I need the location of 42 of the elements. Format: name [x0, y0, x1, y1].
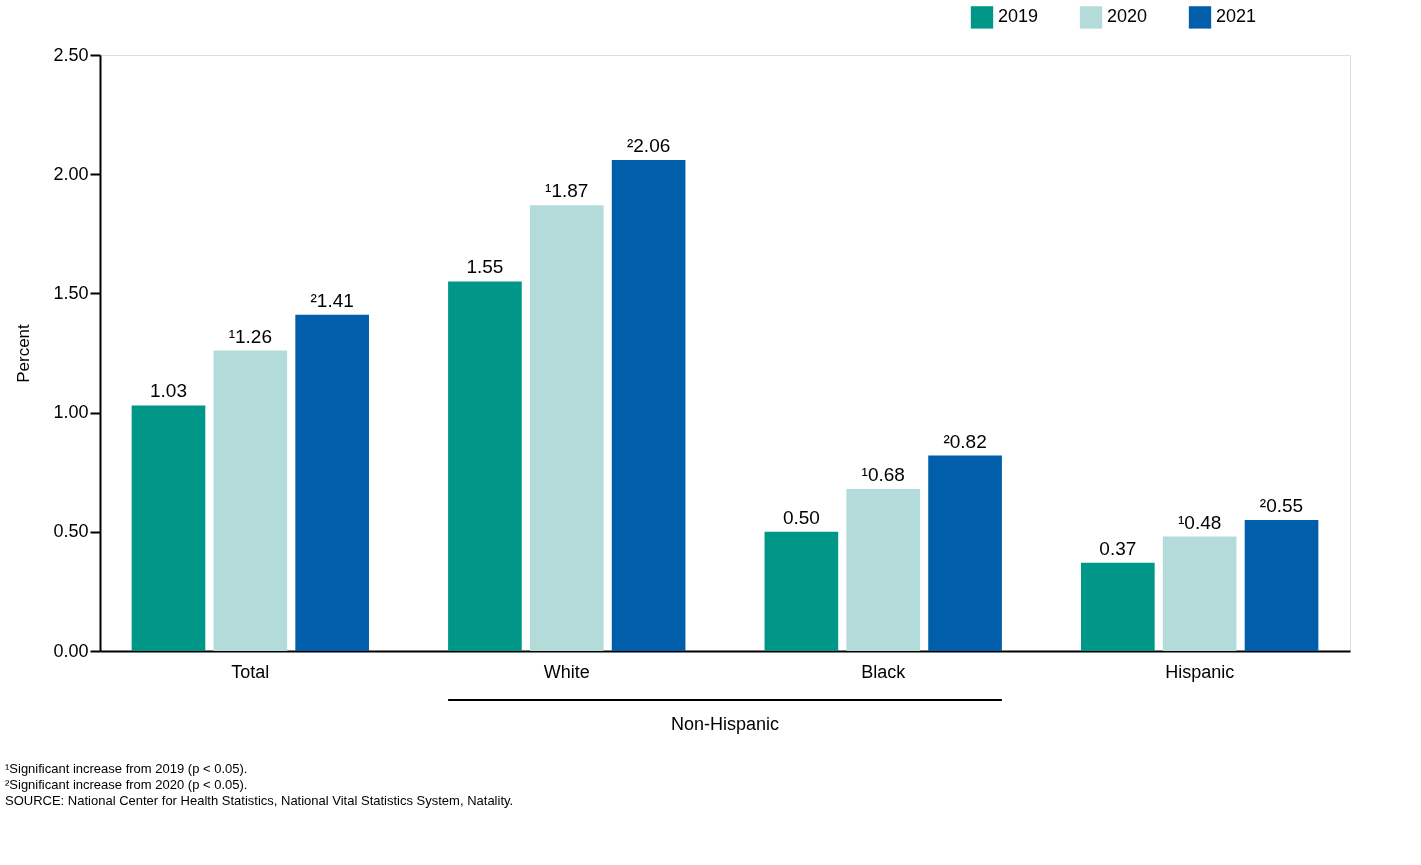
text: ²Significant increase from 2020 (p < 0.05). [5, 777, 248, 792]
data-label: ²0.82 [943, 430, 987, 452]
data-label: ²2.06 [626, 134, 671, 156]
text: Non-Hispanic [670, 714, 780, 734]
bar [131, 405, 206, 651]
source-note: SOURCE: National Center for Health Statistics, National Vital Statistics System, Natality. [5, 793, 514, 808]
legend-label: 2019 [998, 6, 1039, 27]
bar [1244, 519, 1319, 651]
data-label: ¹1.87 [545, 180, 589, 202]
y-tick-label: 1.50 [53, 282, 89, 303]
x-tick-label: Hispanic [1165, 661, 1235, 682]
x-tick-label: Black [861, 661, 907, 682]
bar [1081, 562, 1155, 651]
data-label: ²0.55 [1259, 494, 1304, 516]
y-tick-label: 0.50 [53, 521, 89, 542]
bar [529, 205, 604, 651]
data-label: ¹1.26 [228, 325, 272, 347]
legend-label: 2020 [1107, 6, 1148, 27]
bar [611, 159, 686, 651]
bar [1162, 536, 1237, 651]
bar [213, 350, 288, 651]
data-label: 0.50 [782, 506, 820, 528]
data-label: 1.55 [466, 256, 504, 278]
y-tick-label: 0.00 [53, 640, 89, 661]
y-tick-label: 2.00 [53, 163, 89, 184]
x-tick-label: White [543, 661, 590, 682]
y-tick-label: 2.50 [53, 44, 89, 65]
y-axis-title: Percent [14, 323, 34, 383]
bar [295, 314, 369, 651]
bar [764, 531, 839, 651]
data-label: ¹0.48 [1178, 511, 1222, 533]
legend-label: 2021 [1216, 6, 1257, 27]
data-label: ¹0.68 [861, 463, 905, 485]
x-tick-label: Total [231, 661, 270, 682]
data-label: 1.03 [149, 380, 187, 402]
y-tick-label: 1.00 [53, 402, 89, 423]
bar [928, 455, 1002, 651]
bar [846, 488, 921, 651]
bar [448, 281, 522, 651]
text: ¹Significant increase from 2019 (p < 0.05). [5, 761, 248, 776]
data-label: 0.37 [1099, 537, 1137, 559]
data-label: ²1.41 [310, 289, 354, 311]
